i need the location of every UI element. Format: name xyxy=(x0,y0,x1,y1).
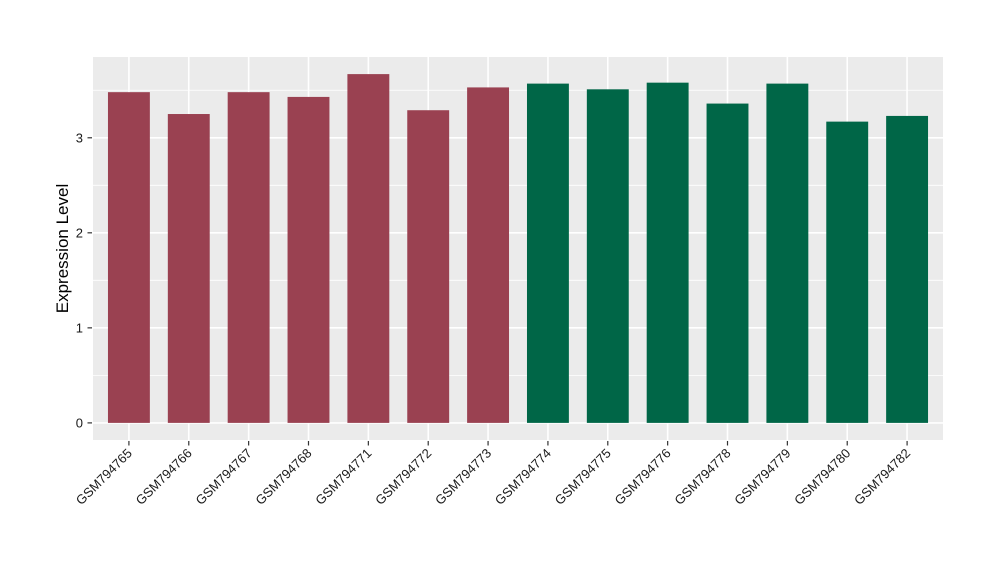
y-tick-label: 0 xyxy=(76,415,83,430)
x-tick-label-GSM794766: GSM794766 xyxy=(133,446,195,508)
x-tick-label-GSM794775: GSM794775 xyxy=(552,446,614,508)
bar-GSM794773 xyxy=(467,87,510,423)
bar-GSM794779 xyxy=(766,83,809,423)
bar-GSM794766 xyxy=(167,114,210,423)
bar-GSM794771 xyxy=(347,74,390,423)
x-tick-label-GSM794779: GSM794779 xyxy=(731,446,793,508)
y-tick-label: 1 xyxy=(76,320,83,335)
x-tick-label-GSM794780: GSM794780 xyxy=(791,446,853,508)
x-tick-label-GSM794774: GSM794774 xyxy=(492,446,554,508)
bar-GSM794772 xyxy=(407,110,450,423)
bar-GSM794782 xyxy=(886,115,929,423)
axis-ticks xyxy=(87,137,908,446)
bar-GSM794775 xyxy=(586,89,629,423)
y-tick-label: 3 xyxy=(76,130,83,145)
x-tick-label-GSM794782: GSM794782 xyxy=(851,446,913,508)
x-tick-label-GSM794768: GSM794768 xyxy=(252,446,314,508)
y-tick-label: 2 xyxy=(76,225,83,240)
y-axis-title: Expression Level xyxy=(53,184,72,313)
x-tick-label-GSM794776: GSM794776 xyxy=(612,446,674,508)
bar-GSM794776 xyxy=(646,82,689,423)
bar-GSM794774 xyxy=(526,83,569,423)
x-tick-label-GSM794773: GSM794773 xyxy=(432,446,494,508)
x-tick-label-GSM794778: GSM794778 xyxy=(671,446,733,508)
panel-background xyxy=(93,57,943,440)
bars xyxy=(107,74,929,423)
x-tick-label-GSM794771: GSM794771 xyxy=(312,446,374,508)
bar-GSM794768 xyxy=(287,96,330,423)
x-tick-label-GSM794767: GSM794767 xyxy=(193,446,255,508)
x-tick-label-GSM794772: GSM794772 xyxy=(372,446,434,508)
bar-GSM794780 xyxy=(826,121,869,423)
bar-GSM794765 xyxy=(107,92,150,423)
x-tick-label-GSM794765: GSM794765 xyxy=(73,446,135,508)
bar-GSM794767 xyxy=(227,92,270,423)
bar-GSM794778 xyxy=(706,103,749,423)
plot-panel xyxy=(93,57,943,440)
